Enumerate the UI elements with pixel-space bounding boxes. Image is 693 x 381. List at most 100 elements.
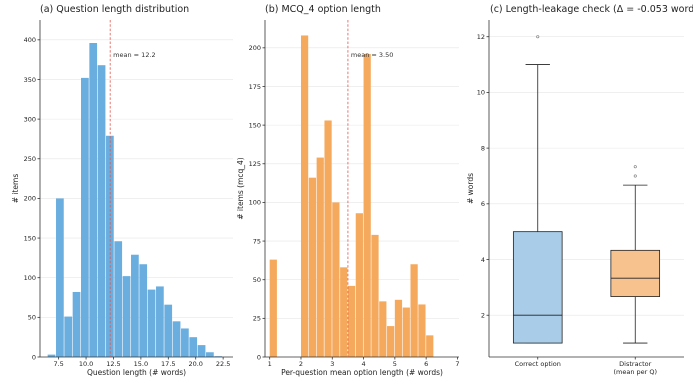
a-bar-0 (47, 354, 56, 357)
c-ytick-label-2: 6 (481, 200, 485, 208)
a-bar-14 (164, 304, 173, 357)
panel-b-axes (264, 20, 459, 358)
panel-b-ticks: 0 25 50 75 100 125 150 175 200 1 2 3 4 5 6 7 (249, 44, 460, 368)
b-xtick-label-0: 1 (268, 360, 272, 368)
b-xtick-label-3: 4 (361, 360, 365, 368)
panel-a-mean-label: mean = 12.2 (113, 51, 156, 59)
a-ytick-label-0: 0 (32, 353, 36, 361)
b-bar-9 (340, 267, 348, 357)
c-ytick-label-3: 8 (481, 144, 485, 152)
a-ytick-label-7: 350 (24, 76, 36, 84)
panel-c-ticks: Correct option Distractor(mean per Q) 2 4 6 8… (477, 33, 657, 376)
panel-b-title: (b) MCQ_4 option length (265, 4, 381, 15)
b-bar-18 (410, 264, 418, 357)
c-outlier-1-1 (633, 165, 637, 169)
panel-a-x-label: Question length (# words) (87, 368, 186, 377)
c-ytick-label-5: 12 (477, 33, 485, 41)
b-ytick-label-2: 50 (253, 276, 261, 284)
panel-question-length: (a) Question length distribution 0 50 100 1… (11, 4, 233, 377)
a-bar-11 (139, 264, 148, 357)
a-bar-1 (56, 198, 64, 357)
a-ytick-label-8: 400 (24, 36, 36, 44)
b-xtick-label-4: 5 (393, 360, 397, 368)
a-bar-4 (81, 77, 89, 357)
a-bar-3 (72, 291, 81, 357)
a-xtick-label-2: 12.5 (106, 360, 120, 368)
a-ytick-label-5: 250 (24, 155, 36, 163)
b-bar-19 (418, 304, 426, 357)
a-bar-19 (206, 352, 214, 357)
c-box-0 (512, 231, 563, 344)
c-xtick-label-0-0: Correct option (515, 360, 561, 368)
b-ytick-label-8: 200 (249, 44, 261, 52)
a-bar-12 (147, 289, 156, 357)
a-ytick-label-3: 150 (24, 234, 36, 242)
b-ytick-label-7: 175 (249, 83, 261, 91)
panel-c-y-label: # words (466, 173, 475, 204)
c-ytick-label-4: 10 (477, 89, 485, 97)
panel-b-mean-label: mean = 3.50 (351, 51, 394, 59)
a-bar-7 (106, 135, 114, 357)
panel-a-ticks: 0 50 100 150 200 250 300 350 400 7.5 10.0 12.5 15.0 1… (24, 36, 231, 368)
b-bar-14 (379, 301, 387, 357)
panel-a-axes (39, 20, 233, 358)
a-bar-16 (181, 328, 189, 357)
c-xtick-label-1-1: (mean per Q) (613, 368, 657, 376)
a-xtick-label-4: 17.5 (161, 360, 175, 368)
a-bar-15 (172, 321, 181, 357)
a-ytick-label-1: 50 (28, 314, 36, 322)
panel-b-bars (269, 35, 434, 358)
b-bar-5 (308, 177, 317, 357)
b-bar-10 (347, 285, 356, 357)
a-xtick-label-3: 15.0 (134, 360, 148, 368)
c-ytick-label-0: 2 (481, 312, 485, 320)
b-bar-8 (332, 202, 340, 357)
b-bar-12 (363, 54, 371, 357)
b-bar-11 (355, 213, 363, 357)
a-bar-2 (64, 316, 73, 357)
b-bar-6 (316, 157, 324, 357)
b-bar-4 (300, 35, 309, 358)
c-outlier-1-0 (633, 174, 637, 178)
b-bar-13 (371, 234, 379, 357)
a-xtick-label-1: 10.0 (79, 360, 93, 368)
a-bar-8 (114, 241, 123, 357)
panel-a-y-label: # items (11, 174, 20, 204)
a-bar-5 (89, 42, 98, 357)
a-xtick-label-6: 22.5 (216, 360, 230, 368)
panel-a-bars (47, 42, 223, 358)
a-xtick-label-5: 20.0 (188, 360, 202, 368)
panel-b-y-label: # items (mcq_4) (236, 157, 245, 220)
panel-c-title: (c) Length-leakage check (Δ = -0.053 wor… (490, 4, 693, 15)
panel-c-boxes (512, 35, 661, 344)
b-xtick-label-5: 6 (424, 360, 428, 368)
a-ytick-label-4: 200 (24, 195, 36, 203)
a-bar-18 (197, 345, 206, 357)
b-ytick-label-4: 100 (249, 199, 261, 207)
b-xtick-label-1: 2 (299, 360, 303, 368)
panel-a-title: (a) Question length distribution (40, 4, 189, 15)
c-xtick-label-1-0: Distractor (619, 360, 652, 368)
b-bar-17 (402, 307, 410, 357)
c-ytick-label-1: 4 (481, 256, 485, 264)
b-bar-0 (269, 259, 277, 357)
b-bar-16 (394, 299, 403, 357)
b-ytick-label-6: 150 (249, 121, 261, 129)
a-ytick-label-2: 100 (24, 274, 36, 282)
a-bar-9 (122, 276, 131, 357)
panel-a-grid (40, 39, 233, 318)
b-bar-20 (426, 335, 434, 357)
c-box-1 (610, 249, 661, 297)
a-xtick-label-0: 7.5 (53, 360, 63, 368)
b-bar-7 (324, 120, 332, 357)
panel-length-leakage: (c) Length-leakage check (Δ = -0.053 wor… (466, 4, 693, 376)
a-bar-13 (156, 286, 164, 357)
b-ytick-label-1: 25 (253, 315, 261, 323)
panel-option-length: (b) MCQ_4 option length 0255075100125150… (236, 4, 460, 377)
a-bar-6 (97, 65, 106, 358)
a-ytick-label-6: 300 (24, 115, 36, 123)
b-bar-15 (387, 326, 395, 357)
b-ytick-label-3: 75 (253, 237, 261, 245)
a-bar-17 (189, 337, 198, 357)
